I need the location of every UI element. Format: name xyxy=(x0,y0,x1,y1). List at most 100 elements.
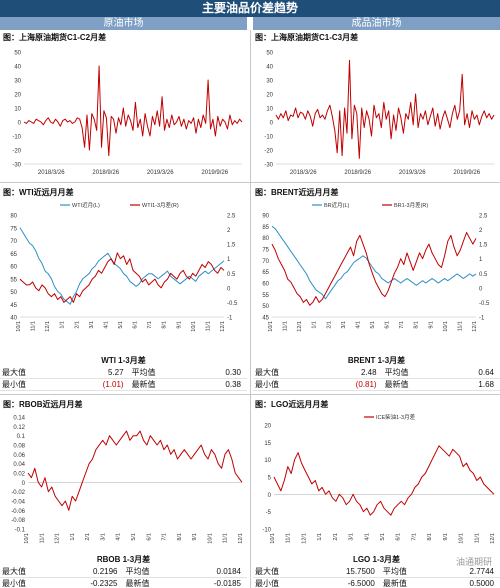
y-tick-label: 0 xyxy=(270,121,274,127)
x-tick-label: 2018/3/26 xyxy=(38,170,65,176)
y-tick-label: 40 xyxy=(14,65,21,71)
y-tick-label: -0.1 xyxy=(15,528,26,534)
chart-sc-c1c3: -30 -20 -10 0 10 20 30 40 50 2018/3/26 2018/9/26 20… xyxy=(264,51,495,176)
x-tick-label: 11/1 xyxy=(223,533,229,543)
panel-title-wti: 图：WTI近远月月差 xyxy=(3,188,74,197)
x-tick-label: 3/1 xyxy=(89,321,95,329)
x-tick-label: 11/1 xyxy=(205,321,211,331)
panel-title-brent: 图：BRENT近远月月差 xyxy=(255,188,339,197)
x-tick-label: 12/1 xyxy=(238,533,244,544)
x-tick-label: 12/1 xyxy=(490,533,496,544)
x-tick-label: 12/1 xyxy=(297,321,303,332)
x-tick-label: 3/1 xyxy=(100,533,106,541)
x-tick-label: 8/1 xyxy=(177,533,183,541)
y-tick-label: 15 xyxy=(264,441,271,447)
x-tick-label: 2018/9/26 xyxy=(344,170,371,176)
stat-max: 15.7500 xyxy=(308,566,381,578)
series-line-0 xyxy=(273,445,495,516)
legend-label: WTI近月(L) xyxy=(72,201,100,209)
x-tick-label: 6/1 xyxy=(385,321,391,329)
x-tick-label: 2018/3/26 xyxy=(290,170,317,176)
y-tick-label: -30 xyxy=(12,163,21,169)
y-tick-label: 40 xyxy=(10,316,17,322)
x-tick-label: 8/1 xyxy=(162,321,168,329)
y-tick-label: 30 xyxy=(14,79,21,85)
x-tick-label: 9/1 xyxy=(192,533,198,541)
stat-avg: 2.7744 xyxy=(436,566,500,578)
y-tick-label: 0.02 xyxy=(13,472,25,478)
y-tick-label: 70 xyxy=(10,239,17,245)
stat-label: 最新值 xyxy=(123,577,179,588)
y2-tick-label: 2.5 xyxy=(227,214,236,220)
x-tick-label: 4/1 xyxy=(103,321,109,329)
x-tick-label: 11/1 xyxy=(283,321,289,331)
panel-title-sc-c1c3: 图：上海原油期货C1-C3月差 xyxy=(255,33,359,42)
y-tick-label: 0 xyxy=(18,121,22,127)
stat-label: 平均值 xyxy=(129,367,194,379)
x-tick-label: 2019/3/26 xyxy=(147,170,174,176)
y-tick-label: 90 xyxy=(262,214,269,220)
y-tick-label: 30 xyxy=(266,79,273,85)
y2-tick-label: -0.5 xyxy=(479,301,490,307)
stat-label: 平均值 xyxy=(123,566,179,578)
series-line-0 xyxy=(27,430,243,511)
x-tick-label: 12/1 xyxy=(301,533,307,544)
y2-tick-label: -1 xyxy=(479,316,485,322)
legend-label: ICE柴油1-3月差 xyxy=(376,413,416,421)
x-tick-label: 3/1 xyxy=(349,533,355,541)
series-line-0 xyxy=(19,227,225,305)
y2-tick-label: 1 xyxy=(227,257,231,263)
x-tick-label: 1/1 xyxy=(317,533,323,541)
y-tick-label: 0.06 xyxy=(13,453,25,459)
stat-label: 最大值 xyxy=(253,367,317,379)
x-tick-label: 10/1 xyxy=(443,321,449,332)
x-tick-label: 5/1 xyxy=(131,533,137,541)
x-tick-label: 4/1 xyxy=(364,533,370,541)
stat-label: 最小值 xyxy=(0,378,64,391)
x-tick-label: 11/1 xyxy=(31,321,37,331)
x-tick-label: 1/1 xyxy=(312,321,318,329)
y2-tick-label: 0.5 xyxy=(479,272,488,278)
y-tick-label: 0 xyxy=(268,493,272,499)
x-tick-label: 2/1 xyxy=(326,321,332,329)
stats-title: LGO 1-3月差 xyxy=(352,555,401,564)
x-tick-label: 12/1 xyxy=(45,321,51,332)
stat-label: 最新值 xyxy=(129,378,194,391)
x-tick-label: 2019/3/26 xyxy=(399,170,426,176)
stat-label: 平均值 xyxy=(382,367,447,379)
x-tick-label: 3/1 xyxy=(341,321,347,329)
y-tick-label: 45 xyxy=(10,303,17,309)
y-tick-label: 55 xyxy=(10,277,17,283)
series-line-1 xyxy=(271,232,477,306)
y2-tick-label: 0 xyxy=(227,286,231,292)
x-tick-label: 2019/9/26 xyxy=(453,170,480,176)
stat-min: -0.2325 xyxy=(54,577,124,588)
legend-label: BR近月(L) xyxy=(324,201,350,209)
x-tick-label: 5/1 xyxy=(380,533,386,541)
stat-max: 0.2196 xyxy=(54,566,124,578)
legend-label: WTI1-3月差(R) xyxy=(142,201,179,209)
stats-title: RBOB 1-3月差 xyxy=(96,555,151,564)
series-line-0 xyxy=(271,225,477,300)
stat-latest: 0.38 xyxy=(193,378,247,391)
y-tick-label: 60 xyxy=(262,282,269,288)
x-tick-label: 12/1 xyxy=(55,533,61,544)
x-tick-label: 10/1 xyxy=(191,321,197,332)
y-tick-label: -0.08 xyxy=(11,518,25,524)
stat-label: 最大值 xyxy=(0,566,55,578)
stat-latest: 0.5000 xyxy=(436,577,500,588)
y2-tick-label: 2 xyxy=(479,228,483,234)
x-tick-label: 6/1 xyxy=(146,533,152,541)
stats-brent: BRENT 1-3月差 最大值 2.48 平均值 0.64 最小值 (0.81) 最新值 1… xyxy=(253,355,500,391)
y-tick-label: 75 xyxy=(262,248,269,254)
x-tick-label: 1/1 xyxy=(70,533,76,541)
x-tick-label: 10/1 xyxy=(459,533,465,544)
y-tick-label: 0 xyxy=(22,481,26,487)
x-tick-label: 2/1 xyxy=(85,533,91,541)
y-tick-label: -10 xyxy=(264,135,273,141)
x-tick-label: 2019/9/26 xyxy=(201,170,228,176)
y-tick-label: 50 xyxy=(262,304,269,310)
y-tick-label: 10 xyxy=(264,458,271,464)
stat-min: -6.5000 xyxy=(308,577,381,588)
x-tick-label: 4/1 xyxy=(116,533,122,541)
